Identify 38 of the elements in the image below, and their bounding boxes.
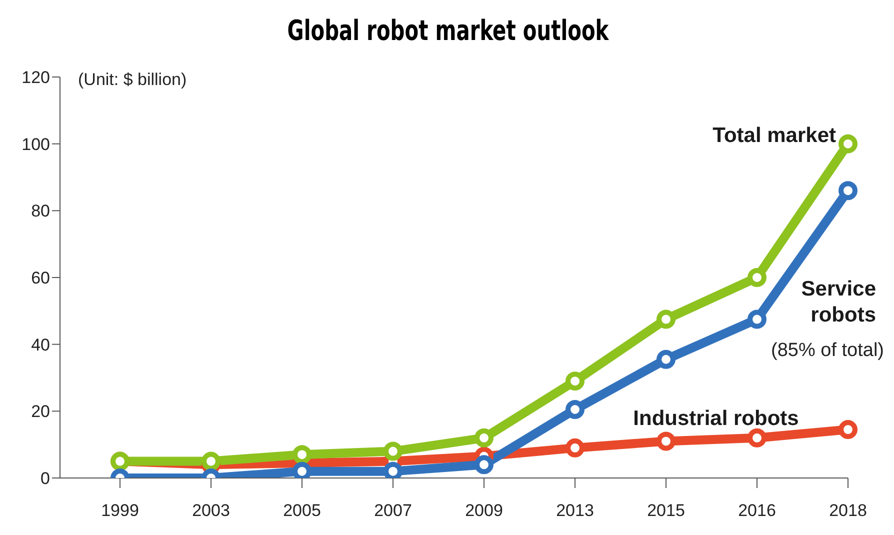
- y-tick-label: 100: [22, 134, 50, 154]
- point: [474, 455, 494, 474]
- y-tick-label: 80: [31, 202, 50, 221]
- x-tick-label: 2015: [647, 501, 685, 520]
- y-axis-title: (Unit: $ billion): [78, 70, 187, 90]
- x-tick-label: 2005: [283, 501, 321, 520]
- x-tick-label: 2016: [738, 501, 776, 520]
- series-label: Total market: [712, 124, 836, 147]
- point: [748, 428, 766, 448]
- point: [656, 310, 676, 329]
- chart-title: Global robot market outlook: [286, 14, 610, 47]
- y-tick-label: 60: [31, 268, 50, 288]
- point: [838, 134, 858, 154]
- point: [838, 181, 858, 200]
- y-tick-label: 40: [31, 335, 50, 354]
- point: [566, 400, 584, 419]
- point: [566, 438, 584, 458]
- point: [474, 428, 494, 448]
- y-tick-label: 0: [40, 469, 50, 488]
- y-tick-label: 120: [22, 68, 50, 88]
- series-label: Service robots: [801, 278, 876, 327]
- point: [566, 372, 584, 391]
- x-tick-label: 2003: [192, 501, 230, 520]
- x-tick-label: 2018: [829, 501, 867, 520]
- x-tick-label: 2007: [374, 501, 412, 520]
- series-label: Industrial robots: [633, 407, 799, 430]
- point: [838, 420, 858, 440]
- point: [656, 432, 676, 451]
- x-tick-label: 1999: [101, 501, 139, 520]
- point: [748, 268, 766, 287]
- annotation: (85% of total): [771, 340, 884, 362]
- point: [384, 442, 402, 461]
- x-tick-label: 2013: [556, 501, 594, 520]
- y-tick-label: 20: [31, 402, 50, 422]
- x-tick-label: 2009: [465, 501, 503, 520]
- point: [748, 310, 766, 329]
- point: [656, 350, 676, 369]
- point: [292, 445, 312, 464]
